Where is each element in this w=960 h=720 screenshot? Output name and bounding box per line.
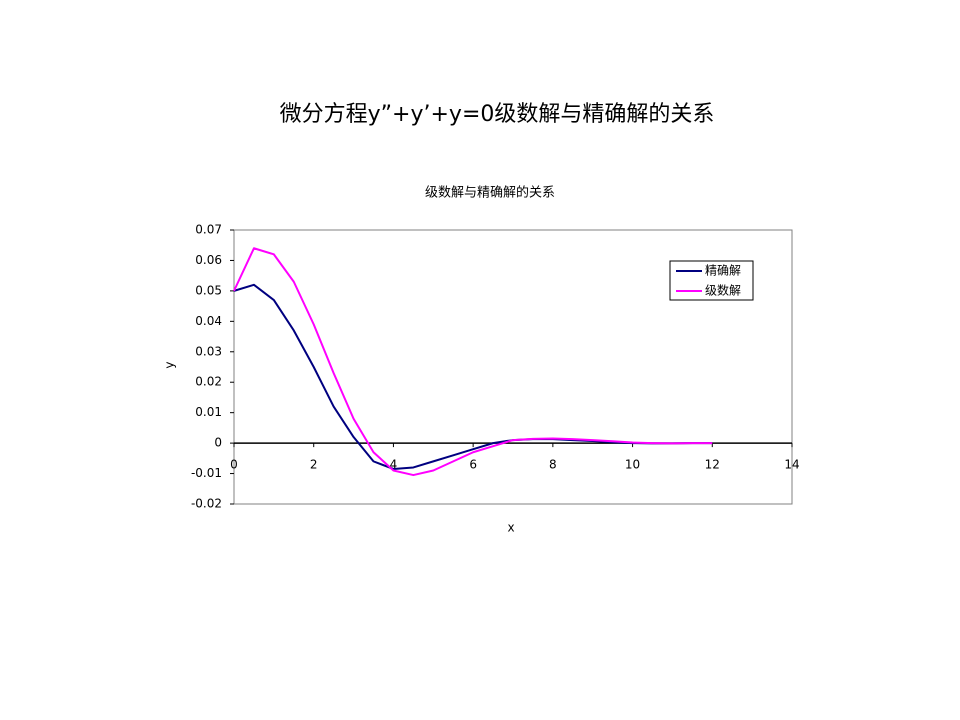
y-tick-label: 0.04 — [195, 314, 222, 328]
y-tick-label: -0.02 — [191, 497, 222, 511]
y-tick-label: 0.02 — [195, 375, 222, 389]
y-tick-label: 0.01 — [195, 405, 222, 419]
x-tick-label: 14 — [784, 458, 799, 472]
x-tick-label: 6 — [469, 458, 477, 472]
y-tick-label: 0.03 — [195, 344, 222, 358]
x-tick-label: 2 — [310, 458, 318, 472]
y-tick-label: 0.07 — [195, 223, 222, 237]
chart-title: 级数解与精确解的关系 — [425, 185, 555, 201]
x-tick-label: 10 — [625, 458, 640, 472]
x-tick-label: 4 — [390, 458, 398, 472]
legend-box — [669, 260, 754, 301]
y-tick-label: 0.05 — [195, 283, 222, 297]
x-tick-label: 12 — [705, 458, 720, 472]
x-axis-label: x — [507, 521, 514, 535]
legend-label: 精确解 — [705, 264, 741, 278]
legend-label: 级数解 — [705, 283, 741, 298]
y-tick-label: 0 — [214, 436, 222, 450]
series-line — [233, 247, 713, 477]
slide-title: 微分方程y”+y’+y=0级数解与精确解的关系 — [280, 102, 715, 127]
y-axis-label: y — [163, 361, 177, 368]
x-tick-label: 0 — [230, 458, 238, 472]
x-tick-label: 8 — [549, 458, 557, 472]
y-tick-label: -0.01 — [191, 466, 222, 480]
y-tick-label: 0.06 — [195, 253, 222, 267]
